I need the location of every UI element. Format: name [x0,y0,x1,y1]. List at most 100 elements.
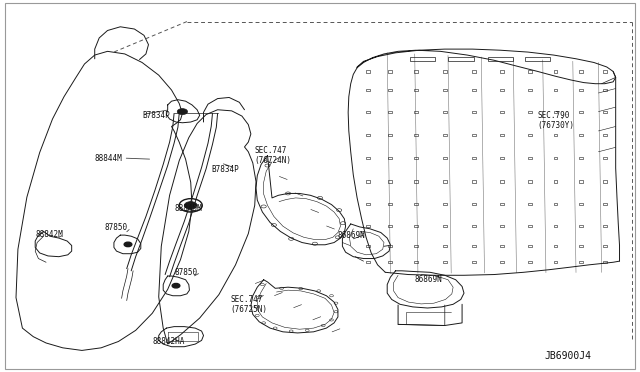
Circle shape [184,202,197,209]
Bar [528,225,532,227]
Text: (76730Y): (76730Y) [538,121,575,130]
Bar [443,245,447,247]
Bar [603,157,607,159]
Bar [414,261,418,263]
Bar [603,245,607,247]
Bar [554,225,557,227]
Bar [579,157,583,159]
Bar [500,70,504,73]
Bar [410,57,435,61]
Text: (76724N): (76724N) [255,156,292,165]
Bar [579,70,583,73]
Text: JB6900J4: JB6900J4 [544,352,591,361]
Bar [554,203,557,205]
Bar [414,134,418,136]
Bar [366,111,370,113]
Bar [472,134,476,136]
Bar [603,111,607,113]
Bar [528,111,532,113]
Text: SEC.747: SEC.747 [230,295,263,304]
Bar [472,70,476,73]
Bar [366,180,370,183]
Bar [554,180,557,183]
Bar [388,203,392,205]
Bar [603,180,607,183]
Text: 88842HA: 88842HA [152,337,185,346]
Bar [414,89,418,91]
Text: 88842M: 88842M [35,230,63,239]
Bar [443,157,447,159]
Text: (76725N): (76725N) [230,305,268,314]
Bar [443,225,447,227]
Text: B7834P: B7834P [142,111,170,120]
Bar [472,111,476,113]
Text: 86869N: 86869N [337,231,365,240]
Text: 88844M: 88844M [95,154,122,163]
Bar [579,261,583,263]
Bar [414,70,418,73]
Text: SEC.747: SEC.747 [255,146,287,155]
Bar [528,261,532,263]
Bar [443,70,447,73]
Bar [603,89,607,91]
Bar [528,203,532,205]
Bar [443,134,447,136]
Bar [500,261,504,263]
Bar [554,245,557,247]
Bar [443,180,447,183]
Circle shape [172,283,180,288]
Bar [414,225,418,227]
Bar [414,180,418,183]
Bar [579,245,583,247]
Text: 87850: 87850 [104,223,127,232]
Text: B7834P: B7834P [211,165,239,174]
Bar [500,111,504,113]
Bar [554,111,557,113]
Bar [388,89,392,91]
Bar [579,180,583,183]
Bar [528,245,532,247]
Bar [443,111,447,113]
Bar [366,70,370,73]
Text: 88845M: 88845M [174,204,202,213]
Bar [388,245,392,247]
Bar [528,134,532,136]
Bar [603,203,607,205]
Bar [443,89,447,91]
Bar [500,225,504,227]
Bar [388,134,392,136]
Bar [528,70,532,73]
Bar [603,225,607,227]
Bar [579,225,583,227]
Bar [603,70,607,73]
Bar [472,261,476,263]
Circle shape [177,109,188,115]
Bar [366,203,370,205]
Bar [472,225,476,227]
Bar [366,134,370,136]
Bar [366,157,370,159]
Bar [448,57,474,61]
Text: 87850: 87850 [174,268,197,277]
Bar [500,180,504,183]
Bar [388,111,392,113]
Bar [366,245,370,247]
Bar [414,157,418,159]
Bar [472,203,476,205]
Bar [472,157,476,159]
Bar [554,70,557,73]
Bar [500,89,504,91]
Bar [472,89,476,91]
Bar [500,203,504,205]
Bar [443,261,447,263]
Bar [488,57,513,61]
Bar [388,225,392,227]
Bar [554,157,557,159]
Bar [528,89,532,91]
Bar [554,261,557,263]
Text: SEC.790: SEC.790 [538,111,570,120]
Text: 86869N: 86869N [415,275,442,283]
Bar [472,245,476,247]
Bar [500,245,504,247]
Bar [414,111,418,113]
